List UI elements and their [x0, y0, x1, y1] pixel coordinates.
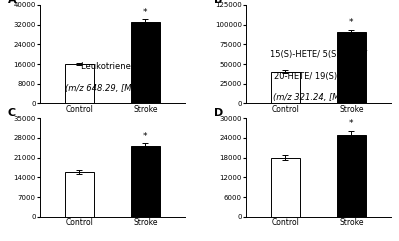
Text: (m/z 321.24, [M+H]⁺): (m/z 321.24, [M+H]⁺) — [273, 94, 364, 102]
Text: C: C — [8, 108, 16, 118]
Text: Leukotriene C4: Leukotriene C4 — [81, 62, 144, 71]
Bar — [65, 64, 94, 103]
Text: A: A — [8, 0, 17, 5]
Bar — [130, 22, 160, 103]
Text: (m/z 648.29, [M+Na]⁺): (m/z 648.29, [M+Na]⁺) — [65, 84, 160, 93]
Bar — [337, 33, 366, 103]
Bar — [65, 172, 94, 217]
Bar — [271, 72, 300, 103]
Text: 20-HETE/ 19(S)-HETE: 20-HETE/ 19(S)-HETE — [275, 72, 362, 81]
Text: B: B — [214, 0, 222, 5]
Bar — [130, 147, 160, 217]
Bar — [337, 135, 366, 217]
Bar — [271, 158, 300, 217]
Text: *: * — [349, 119, 354, 128]
Text: *: * — [143, 8, 148, 17]
Text: *: * — [143, 132, 148, 141]
Text: *: * — [349, 18, 354, 27]
Text: 15(S)-HETE/ 5(S)-HETE/: 15(S)-HETE/ 5(S)-HETE/ — [270, 50, 367, 59]
Text: D: D — [214, 108, 223, 118]
